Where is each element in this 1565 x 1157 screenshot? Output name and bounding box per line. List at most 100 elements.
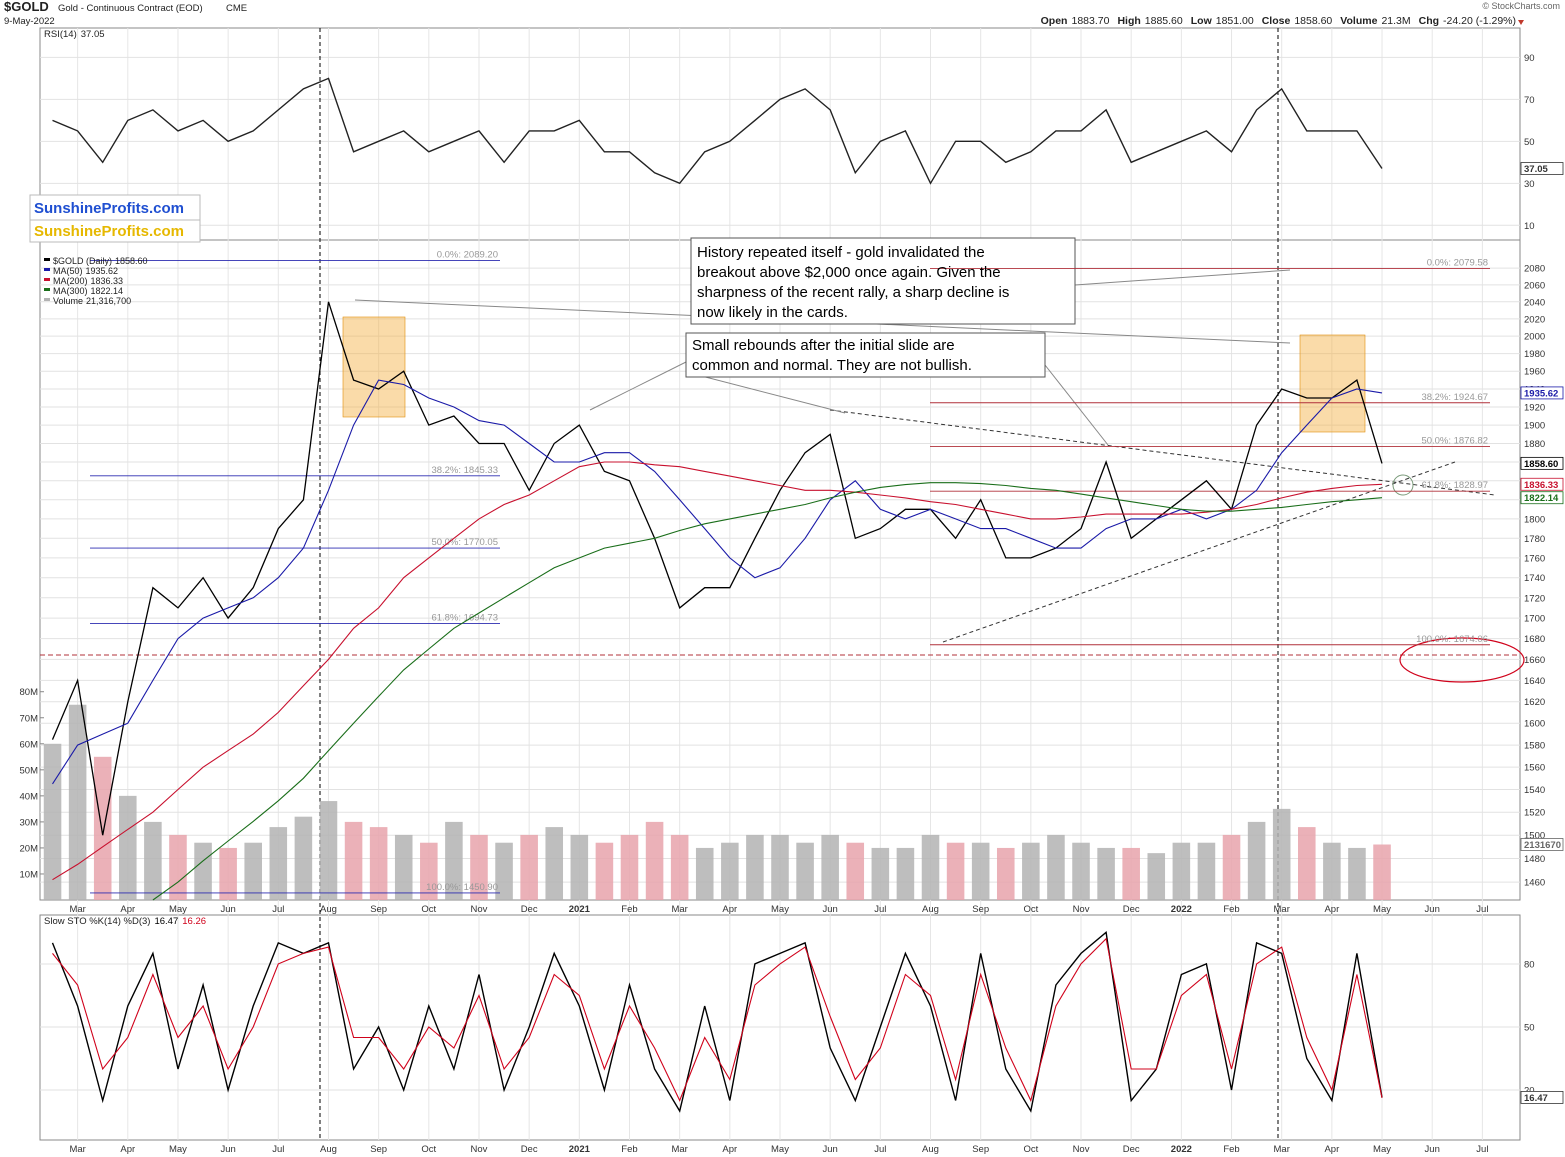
x-tick-label: May xyxy=(1373,904,1391,915)
volume-bar xyxy=(620,834,639,900)
x-tick-label: Apr xyxy=(722,1144,737,1155)
quote-value: 1883.70 xyxy=(1071,15,1109,27)
volume-bar xyxy=(946,842,965,900)
value-box-label: 2131670 xyxy=(1524,840,1561,851)
x-tick-label: Jul xyxy=(1476,1144,1488,1155)
x-tick-label: Oct xyxy=(1023,904,1038,915)
volume-bar xyxy=(796,842,814,900)
pointer-line xyxy=(1074,269,1291,286)
x-tick-label: May xyxy=(1373,1144,1391,1155)
legend-value: 21,316,700 xyxy=(86,296,131,306)
volume-bar xyxy=(645,821,664,900)
volume-bar xyxy=(68,704,87,900)
x-tick-label: 2022 xyxy=(1171,904,1192,915)
fib-label: 38.2%: 1924.67 xyxy=(1421,392,1488,403)
volume-bar xyxy=(93,756,112,900)
volume-bar xyxy=(1172,842,1191,900)
x-tick-label: Apr xyxy=(1324,1144,1339,1155)
y-tick-label: 1560 xyxy=(1524,763,1545,774)
watermark: SunshineProfits.com xyxy=(34,200,184,217)
description: Gold - Continuous Contract (EOD) xyxy=(58,3,203,14)
x-tick-label: Sep xyxy=(370,904,387,915)
y-tick-label: 1800 xyxy=(1524,514,1545,525)
pointer-line xyxy=(685,371,846,414)
y-tick-label: 1460 xyxy=(1524,878,1545,889)
marks: MarMarAprAprMayMayJunJunJulJulAugAugSepS… xyxy=(20,29,1564,1155)
y2-tick-label: 50M xyxy=(20,765,39,776)
callout-text: History repeated itself - gold invalidat… xyxy=(697,244,985,261)
value-box-label: 16.47 xyxy=(1524,1093,1548,1104)
x-tick-label: Jun xyxy=(220,1144,235,1155)
watermark: SunshineProfits.com xyxy=(34,223,184,240)
pointer-line xyxy=(589,361,687,411)
fib-label: 38.2%: 1845.33 xyxy=(431,465,498,476)
x-tick-label: Mar xyxy=(671,904,687,915)
x-tick-label: 2022 xyxy=(1171,1144,1192,1155)
quote-label: Close xyxy=(1262,15,1291,27)
volume-bar xyxy=(695,847,714,900)
panel-title: RSI(14) 37.05 xyxy=(44,29,105,40)
volume-bar xyxy=(470,834,488,900)
volume-bar xyxy=(1323,842,1341,900)
fib-label: 61.8%: 1828.97 xyxy=(1421,480,1488,491)
y-tick-label: 1780 xyxy=(1524,534,1545,545)
volume-bar xyxy=(1222,834,1241,900)
legend-name: Volume xyxy=(53,296,83,306)
date: 9-May-2022 xyxy=(4,16,55,27)
quote-label: Low xyxy=(1191,15,1213,27)
x-tick-label: Nov xyxy=(471,1144,488,1155)
x-tick-label: 2021 xyxy=(569,904,591,915)
y-tick-label: 1740 xyxy=(1524,573,1545,584)
header: $GOLD Gold - Continuous Contract (EOD) C… xyxy=(4,0,1560,27)
y-tick-label: 2060 xyxy=(1524,280,1545,291)
volume-bar xyxy=(294,816,313,900)
x-tick-label: May xyxy=(169,904,187,915)
series-line xyxy=(51,931,1383,1113)
y-tick-label: 2080 xyxy=(1524,264,1545,275)
volume-bar xyxy=(871,847,890,900)
value-box-label: 1858.60 xyxy=(1524,459,1558,470)
volume-bar xyxy=(721,842,739,900)
fib-label: 100.0%: 1450.90 xyxy=(426,882,498,893)
volume-bar xyxy=(1348,847,1366,900)
quote-label: Chg xyxy=(1419,15,1439,27)
legend-swatch xyxy=(44,288,50,291)
x-tick-label: Dec xyxy=(521,904,538,915)
volume-bar xyxy=(1097,847,1115,900)
panel-title-name: Slow STO %K(14) %D(3) xyxy=(44,916,150,927)
y2-tick-label: 80M xyxy=(20,687,39,698)
panel-title-value: 37.05 xyxy=(81,29,105,40)
x-tick-label: Nov xyxy=(471,904,488,915)
y-tick-label: 1680 xyxy=(1524,634,1545,645)
volume-bar xyxy=(1247,821,1266,900)
legend-swatch xyxy=(44,268,50,271)
volume-bar xyxy=(394,834,413,900)
volume-bar xyxy=(921,834,940,900)
legend-value: 1822.14 xyxy=(91,286,124,296)
volume-bar xyxy=(595,842,614,900)
y-tick-label: 1900 xyxy=(1524,421,1545,432)
pointer-line xyxy=(1044,364,1109,446)
value-box xyxy=(1520,1091,1564,1104)
series-line xyxy=(52,77,1383,185)
x-tick-label: Mar xyxy=(1274,904,1290,915)
y-tick-label: 30 xyxy=(1524,179,1535,190)
x-tick-label: Jun xyxy=(1425,904,1440,915)
y-tick-label: 50 xyxy=(1524,137,1535,148)
y2-tick-label: 60M xyxy=(20,739,39,750)
quote-value: 1858.60 xyxy=(1294,15,1332,27)
x-tick-label: Apr xyxy=(1324,904,1339,915)
callout-text: Small rebounds after the initial slide a… xyxy=(692,337,955,354)
x-tick-label: Mar xyxy=(1274,1144,1290,1155)
volume-bar xyxy=(746,834,764,900)
series-line xyxy=(52,461,1383,881)
value-box xyxy=(1520,162,1564,175)
volume-bar xyxy=(344,821,363,900)
callout-text: common and normal. They are not bullish. xyxy=(692,357,972,374)
volume-bar xyxy=(771,834,789,900)
x-tick-label: 2021 xyxy=(569,1144,591,1155)
volume-bar xyxy=(1022,842,1040,900)
y-tick-label: 1500 xyxy=(1524,831,1545,842)
